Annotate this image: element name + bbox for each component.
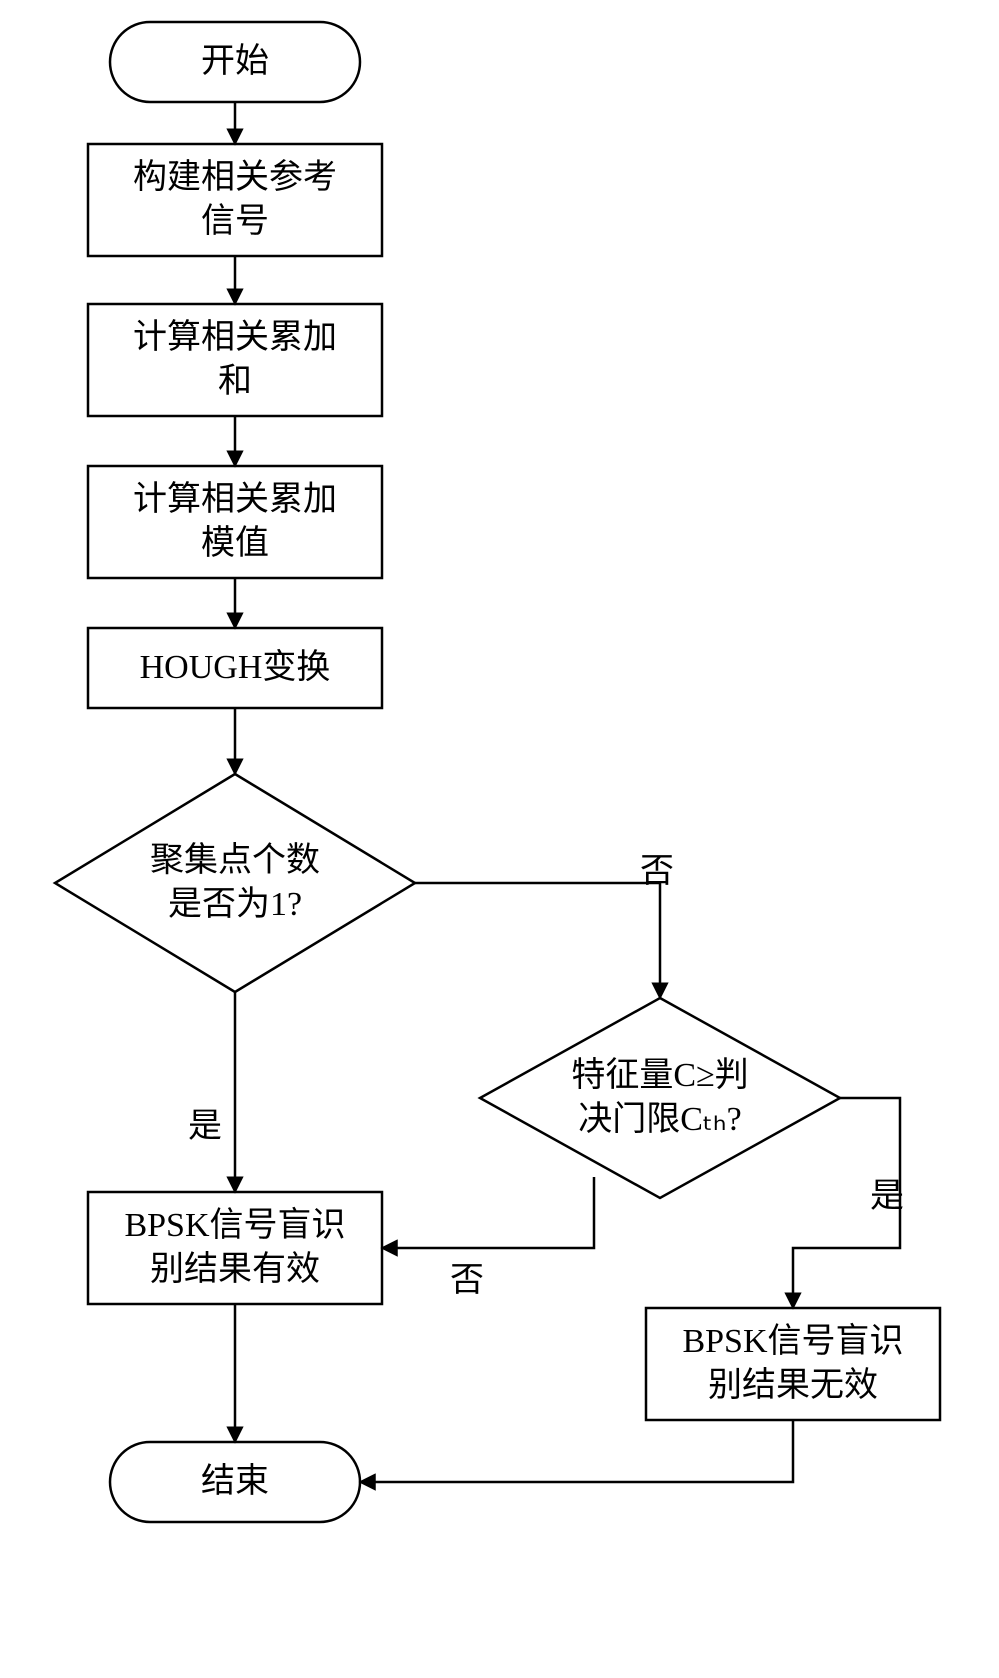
edge-invalid-end [360,1420,793,1482]
edge-label-dec1-dec2: 否 [640,843,674,892]
edge-label-dec1-valid: 是 [188,1098,222,1147]
node-label-step3: 计算相关累加 模值 [88,466,382,578]
node-label-step4: HOUGH变换 [88,628,382,708]
node-label-dec1: 聚集点个数 是否为1? [55,774,415,992]
node-label-invalid: BPSK信号盲识 别结果无效 [646,1308,940,1420]
flowchart-canvas: 开始构建相关参考 信号计算相关累加 和计算相关累加 模值 HOUGH变换聚集点个数… [0,0,999,1678]
node-label-step2: 计算相关累加 和 [88,304,382,416]
node-label-valid: BPSK信号盲识 别结果有效 [88,1192,382,1304]
node-label-step1: 构建相关参考 信号 [88,144,382,256]
node-label-end: 结束 [110,1442,360,1522]
edge-label-dec2-invalid: 是 [870,1168,904,1217]
edge-dec1-dec2 [415,883,660,998]
node-label-dec2: 特征量C≥判 决门限Cₜₕ? [480,998,840,1198]
node-label-start: 开始 [110,22,360,102]
edge-label-dec2-valid: 否 [450,1252,484,1301]
